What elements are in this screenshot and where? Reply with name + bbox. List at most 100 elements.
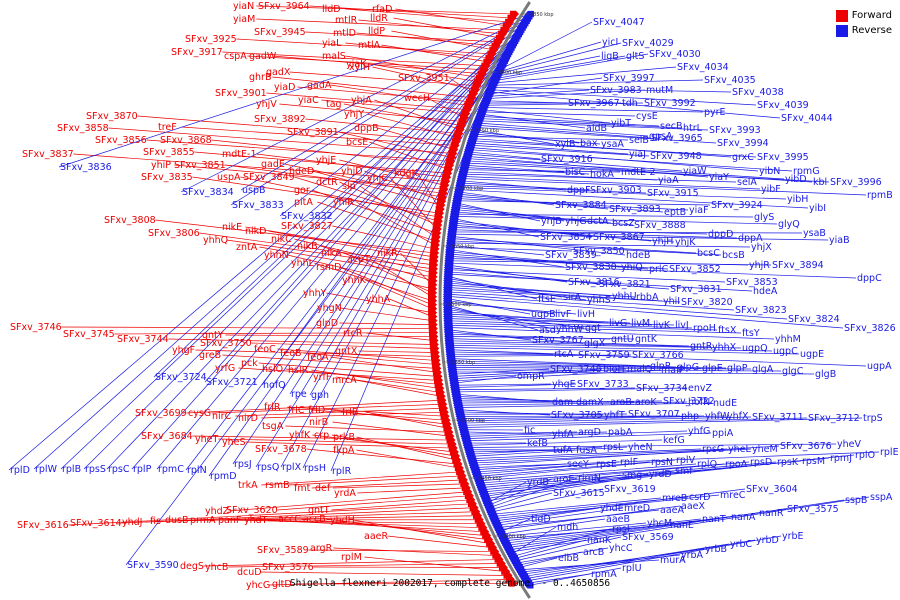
- connector-line: [114, 332, 433, 335]
- gene-label-rpe: rpe: [291, 389, 307, 400]
- gene-label-yhhq: yhhQ: [203, 235, 228, 246]
- gene-label-yial: yiaL: [322, 38, 342, 49]
- gene-label-fmt: fmt: [294, 483, 311, 494]
- gene-label-yici: yicI: [602, 37, 618, 48]
- connector-line: [455, 387, 636, 391]
- connector-line: [470, 446, 603, 455]
- gene-label-yrdd: yrdD: [649, 469, 672, 480]
- gene-label-bcse: bcsE: [346, 137, 368, 148]
- connector-line: [155, 219, 435, 254]
- gene-label-sfxv-3820: SFxv_3820: [681, 297, 733, 308]
- connector-line: [199, 232, 434, 266]
- gene-label-sfxv-3678: SFxv_3678: [255, 444, 307, 455]
- connector-line: [146, 139, 451, 162]
- connector-line: [448, 269, 726, 283]
- gene-label-hslr: hslR: [288, 365, 309, 376]
- gene-label-rpsm: rpsM: [802, 456, 825, 467]
- gene-label-sfxv-3853: SFxv_3853: [726, 277, 778, 288]
- gene-label-sfxv-4030: SFxv_4030: [649, 49, 701, 60]
- connector-line: [272, 76, 472, 98]
- connector-line: [339, 322, 433, 325]
- connector-line: [448, 329, 532, 341]
- gene-label-fkpa: fkpA: [333, 445, 355, 456]
- connector-line: [448, 320, 693, 329]
- gene-label-ysab: ysaB: [803, 228, 826, 239]
- connector-line: [486, 100, 568, 104]
- gene-label-ghrb: ghrB: [249, 72, 271, 83]
- connector-line: [497, 507, 624, 526]
- connector-line: [358, 350, 435, 353]
- gene-label-sfxv-3748: SFxv_3748: [550, 364, 602, 375]
- gene-label-hoka: hokA: [590, 169, 614, 180]
- connector-line: [463, 417, 863, 428]
- scale-tick-label: 3600 kbp: [448, 302, 472, 308]
- connector-line: [339, 181, 438, 226]
- connector-line: [498, 41, 602, 73]
- gene-label-rpsj: rpsJ: [234, 459, 252, 470]
- gene-label-paba: pabA: [608, 427, 633, 438]
- connector-line: [457, 400, 663, 404]
- gene-label-gadw: gadW: [249, 51, 277, 62]
- gene-label-sspa: sspA: [870, 492, 893, 503]
- connector-line: [256, 18, 505, 31]
- gene-label-rpsl: rpsL: [603, 442, 624, 453]
- gene-label-sfxv-3839: SFxv_3839: [545, 250, 597, 261]
- connector-line: [529, 567, 622, 586]
- gene-label-yrdb: yrdB: [527, 477, 549, 488]
- gene-label-rtca: rtcA: [554, 349, 574, 360]
- gene-label-yiak: yiaK: [346, 59, 367, 70]
- gene-label-lldr: lldR: [370, 13, 388, 24]
- gene-label-glpr: glpR: [650, 361, 672, 372]
- gene-label-feoa: feoA: [307, 352, 329, 363]
- gene-label-sfxv-3832: SFxv_3832: [281, 211, 333, 222]
- gene-label-yhgn: yhgN: [317, 303, 342, 314]
- gene-label-rtcr: rtcR: [343, 328, 363, 339]
- gene-label-yhjk: yhjK: [675, 237, 696, 248]
- gene-label-rfad: rfaD: [372, 4, 392, 15]
- gene-label-cysg: cysG: [188, 408, 211, 419]
- connector-line: [510, 496, 870, 553]
- connector-line: [333, 547, 497, 556]
- gene-label-mtla: mtlA: [358, 40, 381, 51]
- connector-line: [476, 461, 620, 475]
- gene-label-sfxv-3851: SFxv_3851: [174, 160, 226, 171]
- gene-label-gltd: gltD: [272, 579, 292, 590]
- gene-label-yhdt: yhdT: [244, 515, 268, 526]
- gene-label-sfxv-3995: SFxv_3995: [757, 152, 809, 163]
- connector-line: [496, 55, 601, 77]
- connector-line: [495, 55, 626, 79]
- gene-label-gpsa: gpsA: [649, 131, 673, 142]
- connector-line: [356, 201, 435, 246]
- connector-line: [211, 403, 443, 414]
- gene-label-yrbe: yrbE: [782, 531, 804, 542]
- connector-line: [345, 8, 510, 23]
- connector-line: [225, 334, 434, 337]
- connector-line: [492, 497, 662, 515]
- connector-line: [365, 279, 433, 309]
- gene-label-sfxv-3892: SFxv_3892: [254, 114, 306, 125]
- gene-label-nirc: nirC: [212, 411, 232, 422]
- gene-label-yhii: yhiI: [663, 296, 680, 307]
- connector-line: [459, 189, 809, 209]
- gene-label-yhdh: yhdH: [330, 515, 355, 526]
- gene-label-sfxv-3868: SFxv_3868: [160, 135, 212, 146]
- connector-line: [387, 535, 493, 548]
- connector-line: [450, 247, 573, 252]
- connector-line: [374, 99, 460, 130]
- gene-label-yhir: yhiR: [333, 197, 354, 208]
- gene-label-yiaf: yiaF: [689, 205, 709, 216]
- connector-line: [358, 19, 503, 35]
- gene-label-sfxv-3893: SFxv_3893: [609, 204, 661, 215]
- connector-line: [450, 353, 578, 356]
- connector-line: [515, 536, 622, 562]
- gene-label-sfxv-3852: SFxv_3852: [669, 264, 721, 275]
- connector-line: [449, 340, 712, 348]
- gene-label-tsga: tsgA: [262, 421, 284, 432]
- connector-line: [473, 448, 752, 464]
- gene-label-sfxv-3837: SFxv_3837: [22, 149, 74, 160]
- connector-line: [449, 344, 773, 352]
- connector-line: [470, 144, 650, 157]
- gene-label-aroe: aroE: [553, 474, 574, 485]
- connector-line: [417, 172, 441, 210]
- gene-label-sfxv-3589: SFxv_3589: [257, 545, 309, 556]
